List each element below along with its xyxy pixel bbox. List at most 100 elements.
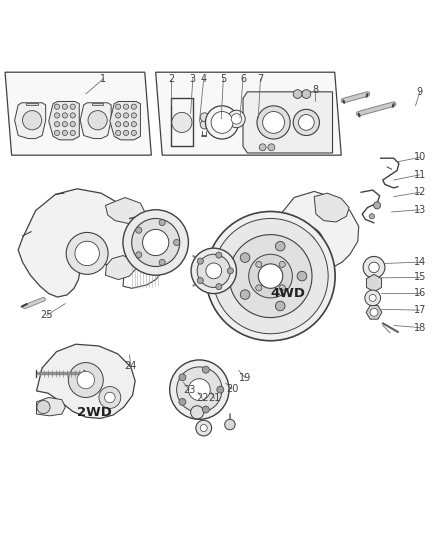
Text: 19: 19 bbox=[239, 373, 251, 383]
Circle shape bbox=[258, 264, 283, 288]
Circle shape bbox=[105, 392, 115, 403]
Circle shape bbox=[22, 111, 42, 130]
Circle shape bbox=[297, 234, 316, 253]
Circle shape bbox=[62, 104, 67, 109]
Circle shape bbox=[172, 112, 192, 133]
Text: 13: 13 bbox=[414, 205, 426, 215]
Polygon shape bbox=[243, 92, 332, 153]
Circle shape bbox=[70, 104, 75, 109]
Text: 12: 12 bbox=[413, 187, 426, 197]
Circle shape bbox=[123, 210, 188, 275]
Circle shape bbox=[268, 144, 275, 151]
Circle shape bbox=[70, 113, 75, 118]
Text: 24: 24 bbox=[125, 361, 137, 371]
Circle shape bbox=[54, 130, 60, 135]
Polygon shape bbox=[26, 103, 38, 105]
Text: 25: 25 bbox=[40, 310, 53, 320]
Circle shape bbox=[217, 386, 224, 393]
Circle shape bbox=[62, 122, 67, 127]
Circle shape bbox=[200, 113, 209, 122]
Text: 3: 3 bbox=[190, 74, 196, 84]
Text: 5: 5 bbox=[220, 74, 226, 84]
Text: 21: 21 bbox=[208, 393, 221, 403]
Circle shape bbox=[62, 130, 67, 135]
Circle shape bbox=[370, 309, 378, 316]
Polygon shape bbox=[265, 191, 359, 293]
Text: 11: 11 bbox=[414, 170, 426, 180]
Circle shape bbox=[136, 252, 142, 258]
Circle shape bbox=[66, 232, 108, 274]
Text: 6: 6 bbox=[240, 74, 246, 84]
Circle shape bbox=[211, 111, 233, 133]
Circle shape bbox=[281, 259, 297, 274]
Circle shape bbox=[116, 104, 121, 109]
Circle shape bbox=[257, 106, 290, 139]
Text: 10: 10 bbox=[414, 152, 426, 163]
Circle shape bbox=[227, 268, 233, 274]
Circle shape bbox=[216, 252, 222, 258]
Circle shape bbox=[124, 122, 129, 127]
Circle shape bbox=[249, 254, 292, 298]
Circle shape bbox=[131, 122, 137, 127]
Circle shape bbox=[240, 290, 250, 300]
Circle shape bbox=[200, 120, 209, 129]
Circle shape bbox=[256, 285, 262, 291]
Text: 23: 23 bbox=[183, 385, 195, 394]
Polygon shape bbox=[5, 72, 151, 155]
Polygon shape bbox=[14, 103, 46, 139]
Circle shape bbox=[228, 110, 245, 128]
Circle shape bbox=[173, 239, 180, 246]
Circle shape bbox=[240, 253, 250, 262]
Circle shape bbox=[297, 271, 307, 281]
Circle shape bbox=[369, 214, 374, 219]
Circle shape bbox=[197, 278, 203, 284]
Circle shape bbox=[369, 262, 379, 272]
Circle shape bbox=[116, 113, 121, 118]
Circle shape bbox=[131, 104, 137, 109]
Text: 2WD: 2WD bbox=[77, 406, 112, 419]
Circle shape bbox=[216, 284, 222, 290]
Polygon shape bbox=[18, 189, 141, 297]
Circle shape bbox=[54, 104, 60, 109]
Circle shape bbox=[196, 420, 212, 436]
Circle shape bbox=[302, 90, 311, 99]
Circle shape bbox=[206, 212, 335, 341]
Text: 15: 15 bbox=[413, 272, 426, 282]
Circle shape bbox=[159, 260, 165, 265]
Circle shape bbox=[88, 111, 107, 130]
Circle shape bbox=[276, 301, 285, 311]
Circle shape bbox=[197, 258, 203, 264]
Circle shape bbox=[369, 294, 376, 302]
Circle shape bbox=[298, 115, 314, 130]
Circle shape bbox=[124, 104, 129, 109]
Circle shape bbox=[131, 130, 137, 135]
Circle shape bbox=[143, 229, 169, 256]
Polygon shape bbox=[36, 344, 135, 418]
Polygon shape bbox=[49, 101, 79, 140]
Circle shape bbox=[312, 259, 331, 278]
Polygon shape bbox=[92, 103, 103, 105]
Polygon shape bbox=[277, 262, 306, 285]
Circle shape bbox=[131, 113, 137, 118]
Circle shape bbox=[374, 202, 381, 209]
Text: 4: 4 bbox=[201, 74, 207, 84]
Circle shape bbox=[289, 227, 324, 261]
Polygon shape bbox=[155, 72, 341, 155]
Circle shape bbox=[116, 130, 121, 135]
Circle shape bbox=[229, 235, 312, 318]
Text: 17: 17 bbox=[413, 305, 426, 315]
Circle shape bbox=[293, 109, 319, 135]
Circle shape bbox=[54, 113, 60, 118]
Circle shape bbox=[170, 360, 229, 419]
Circle shape bbox=[70, 130, 75, 135]
Polygon shape bbox=[366, 305, 382, 319]
Circle shape bbox=[191, 406, 204, 419]
Polygon shape bbox=[110, 101, 141, 140]
Polygon shape bbox=[367, 274, 381, 292]
Circle shape bbox=[68, 362, 103, 398]
Text: 20: 20 bbox=[226, 384, 238, 394]
Text: 9: 9 bbox=[417, 87, 423, 97]
Text: 16: 16 bbox=[414, 288, 426, 298]
Text: 2: 2 bbox=[168, 74, 174, 84]
Circle shape bbox=[213, 219, 328, 334]
